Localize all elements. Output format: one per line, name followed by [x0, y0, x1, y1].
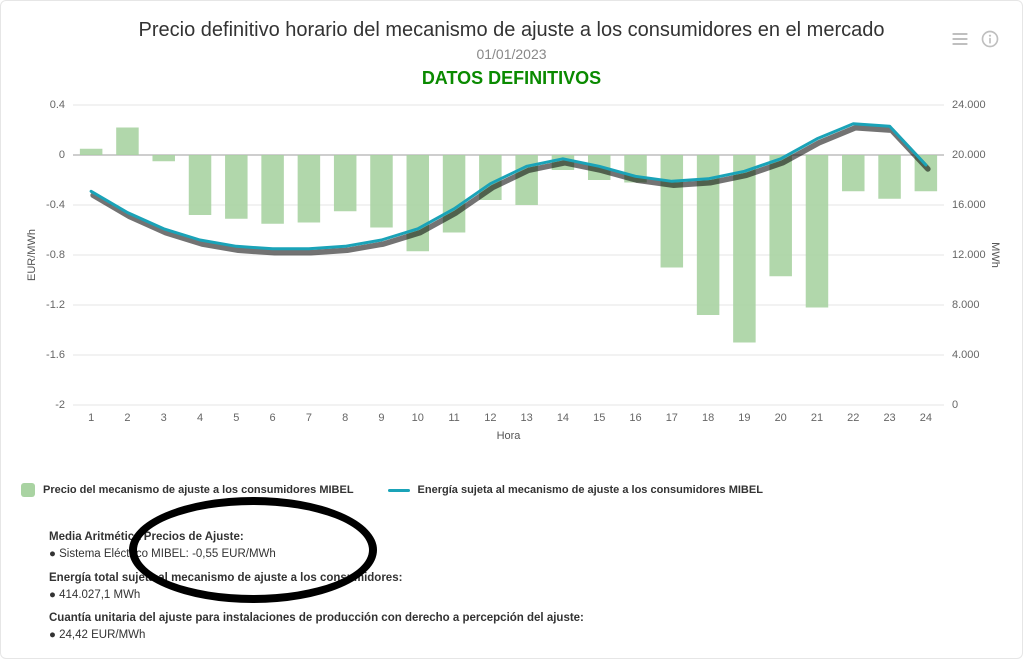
svg-text:0.4: 0.4 [50, 99, 65, 111]
svg-text:22: 22 [847, 412, 859, 424]
footnote-1-body: ● Sistema Eléctrico MIBEL: -0,55 EUR/MWh [49, 548, 276, 560]
svg-text:13: 13 [521, 412, 533, 424]
svg-text:1: 1 [88, 412, 94, 424]
top-icons [950, 29, 1000, 49]
svg-text:0: 0 [952, 399, 958, 411]
svg-text:16.000: 16.000 [952, 199, 986, 211]
legend: Precio del mecanismo de ajuste a los con… [21, 483, 763, 497]
chart-banner: DATOS DEFINITIVOS [1, 68, 1022, 89]
legend-bar-swatch [21, 483, 35, 497]
chart-svg: -2 -1.6 -1.2 -0.8 -0.4 0 0.4 0 4.000 8.000 12.000 1… [21, 99, 1004, 449]
footnote-2-head: Energía total sujeta al mecanismo de aju… [49, 572, 402, 584]
svg-text:6: 6 [270, 412, 276, 424]
svg-text:-0.4: -0.4 [46, 199, 65, 211]
svg-text:5: 5 [233, 412, 239, 424]
svg-text:EUR/MWh: EUR/MWh [26, 229, 38, 281]
svg-text:18: 18 [702, 412, 714, 424]
svg-text:11: 11 [448, 412, 459, 424]
svg-text:-2: -2 [55, 399, 65, 411]
svg-text:9: 9 [378, 412, 384, 424]
footnote-1-head: Media Aritmética Precios de Ajuste: [49, 531, 244, 543]
svg-text:MWh: MWh [989, 242, 1001, 268]
svg-text:8: 8 [342, 412, 348, 424]
svg-text:20.000: 20.000 [952, 149, 986, 161]
svg-text:-1.2: -1.2 [46, 299, 65, 311]
footnote-3-head: Cuantía unitaria del ajuste para instala… [49, 612, 584, 624]
svg-text:7: 7 [306, 412, 312, 424]
svg-text:24: 24 [920, 412, 932, 424]
svg-text:17: 17 [666, 412, 678, 424]
svg-text:Hora: Hora [497, 430, 522, 442]
svg-text:8.000: 8.000 [952, 299, 980, 311]
svg-text:14: 14 [557, 412, 569, 424]
svg-text:12: 12 [484, 412, 496, 424]
svg-text:3: 3 [161, 412, 167, 424]
svg-text:19: 19 [738, 412, 750, 424]
footnote-3-body: ● 24,42 EUR/MWh [49, 629, 145, 641]
svg-text:4.000: 4.000 [952, 349, 980, 361]
footnote-2-body: ● 414.027,1 MWh [49, 589, 140, 601]
svg-text:21: 21 [811, 412, 823, 424]
info-icon[interactable] [980, 29, 1000, 49]
legend-line-label: Energía sujeta al mecanismo de ajuste a … [418, 484, 763, 496]
titles: Precio definitivo horario del mecanismo … [1, 1, 1022, 89]
svg-text:2: 2 [124, 412, 130, 424]
svg-text:10: 10 [412, 412, 424, 424]
legend-bar-label: Precio del mecanismo de ajuste a los con… [43, 484, 354, 496]
svg-text:12.000: 12.000 [952, 249, 986, 261]
svg-text:20: 20 [775, 412, 787, 424]
svg-text:-0.8: -0.8 [46, 249, 65, 261]
chart-title: Precio definitivo horario del mecanismo … [1, 19, 1022, 42]
svg-text:24.000: 24.000 [952, 99, 986, 111]
hamburger-icon[interactable] [950, 29, 970, 49]
svg-text:16: 16 [629, 412, 641, 424]
legend-line-swatch [388, 489, 410, 492]
svg-text:4: 4 [197, 412, 203, 424]
svg-text:23: 23 [883, 412, 895, 424]
chart-area: -2 -1.6 -1.2 -0.8 -0.4 0 0.4 0 4.000 8.000 12.000 1… [21, 99, 1004, 449]
chart-date: 01/01/2023 [1, 46, 1022, 62]
svg-text:15: 15 [593, 412, 605, 424]
footnotes: Media Aritmética Precios de Ajuste: ● Si… [49, 529, 584, 651]
svg-text:0: 0 [59, 149, 65, 161]
chart-card: Precio definitivo horario del mecanismo … [0, 0, 1023, 659]
svg-text:-1.6: -1.6 [46, 349, 65, 361]
